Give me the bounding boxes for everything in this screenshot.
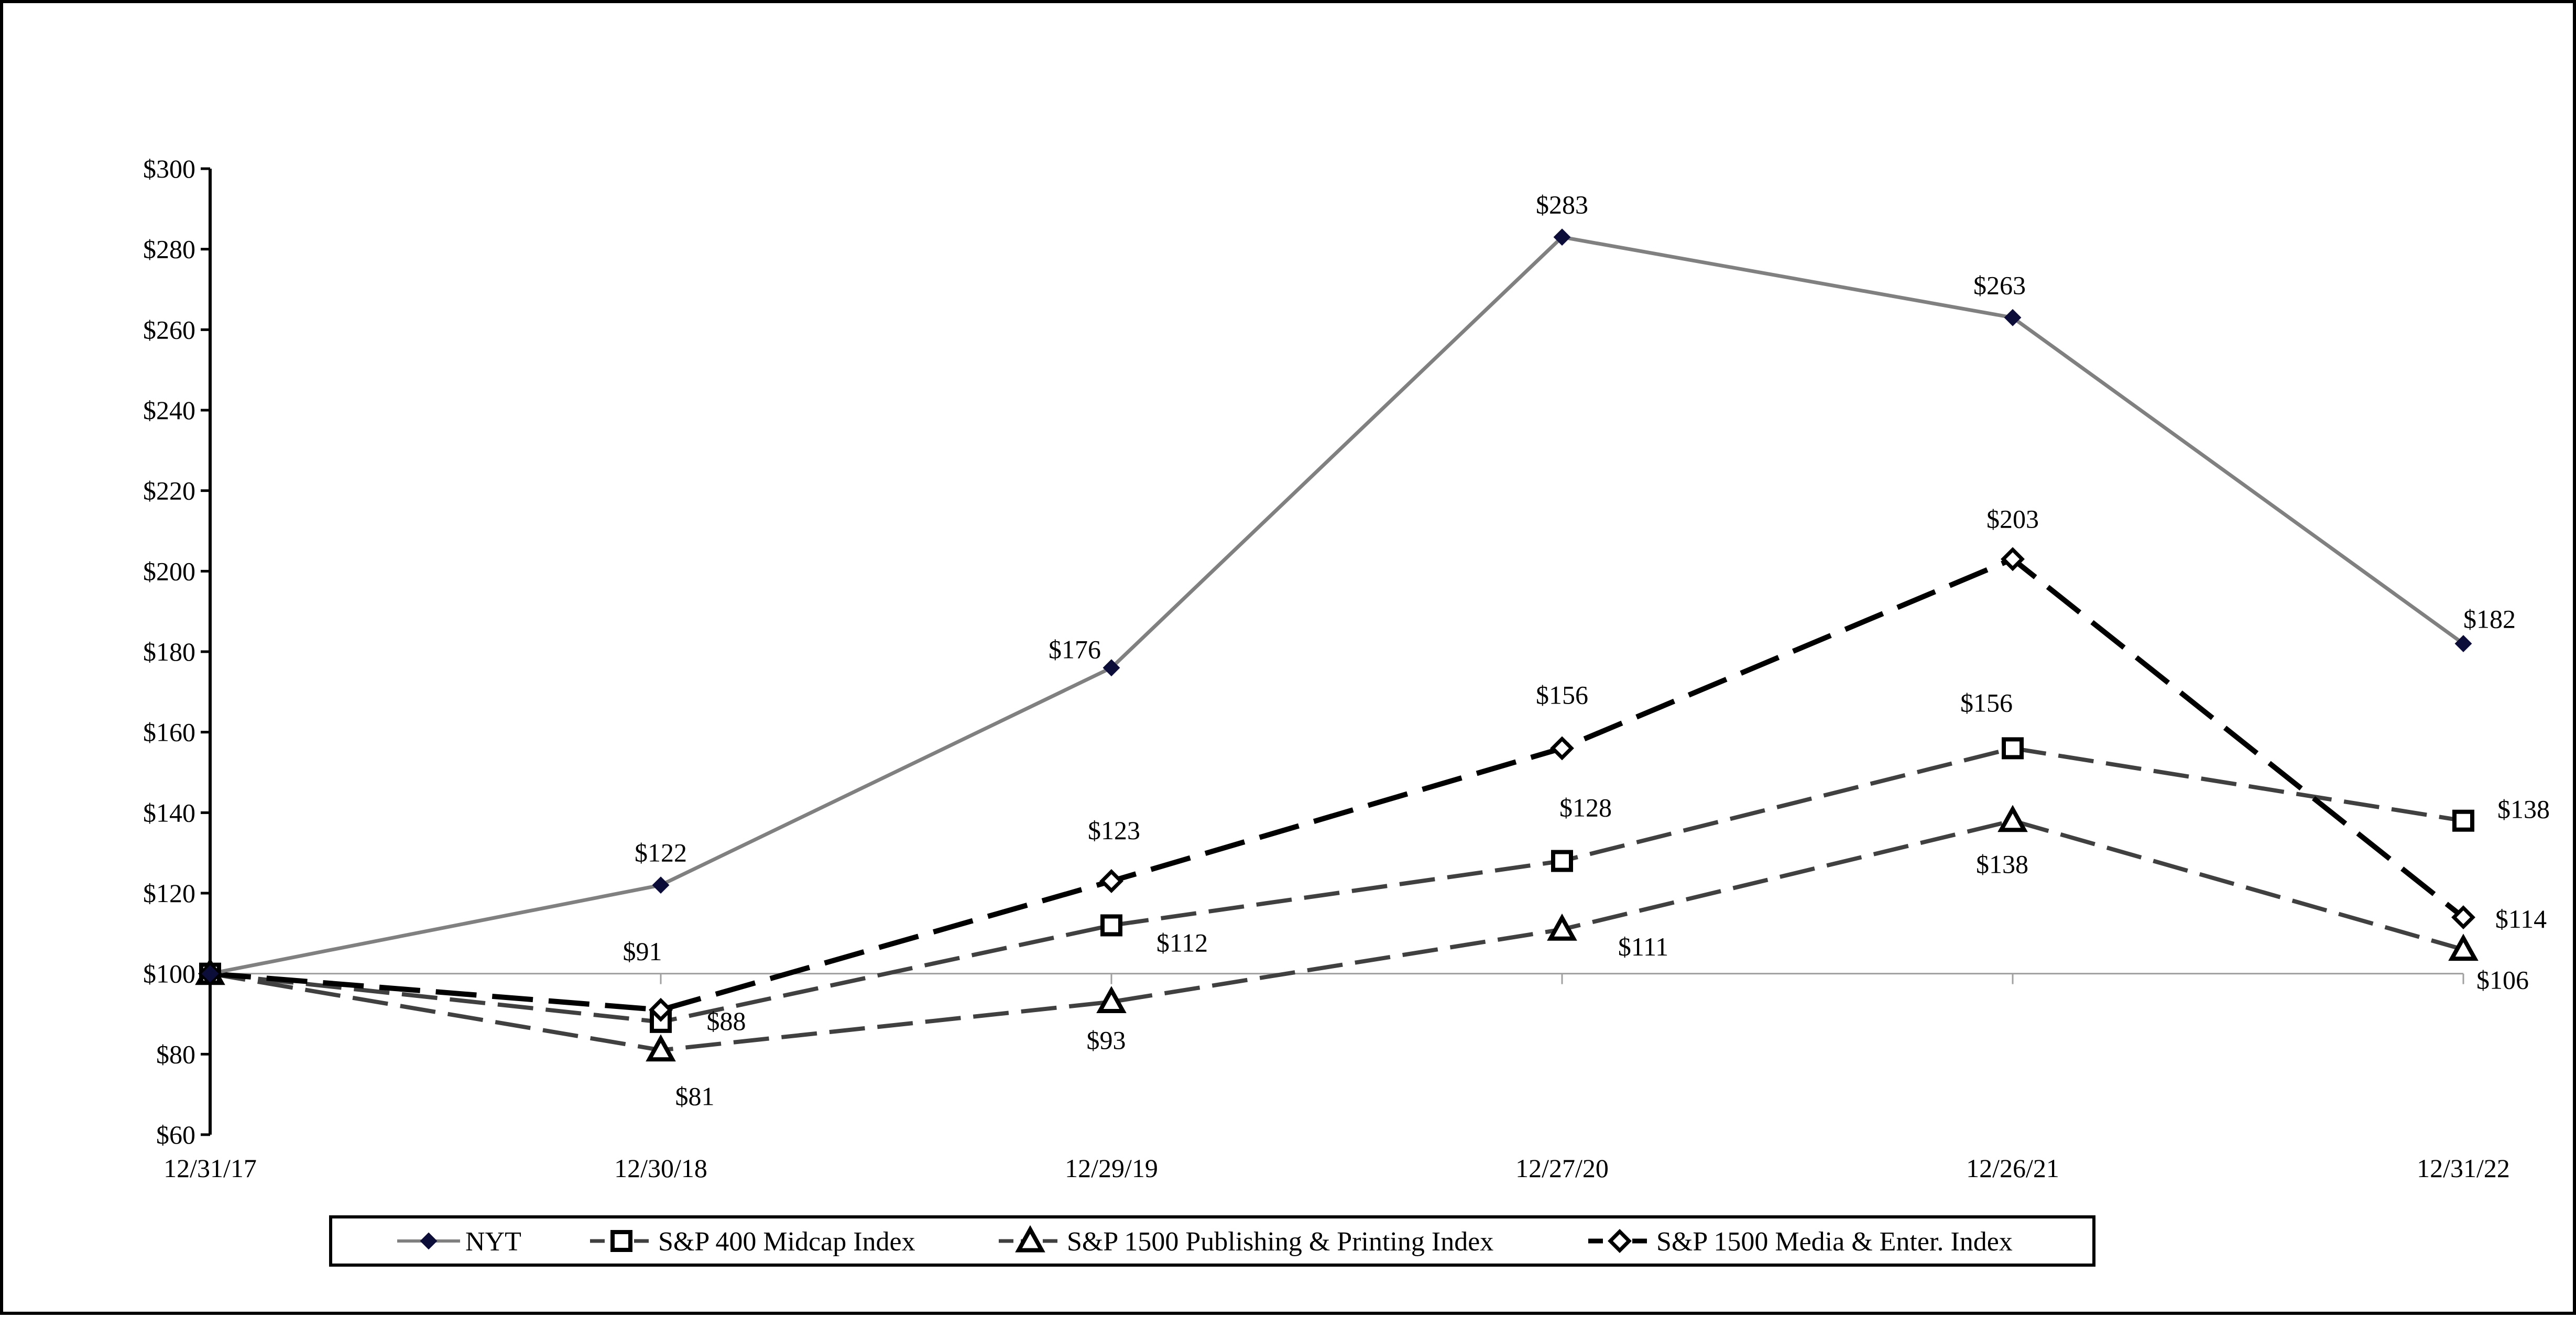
data-point-0 bbox=[2454, 635, 2472, 653]
y-tick-label: $60 bbox=[156, 1120, 195, 1149]
data-label: $283 bbox=[1536, 190, 1588, 219]
data-point-3 bbox=[1099, 869, 1123, 893]
x-tick-label: 12/30/18 bbox=[614, 1154, 707, 1183]
y-tick-label: $180 bbox=[143, 637, 195, 666]
data-point-2 bbox=[2448, 933, 2479, 961]
legend-swatch-marker bbox=[1015, 1225, 1045, 1253]
data-point-2 bbox=[646, 1034, 676, 1062]
data-point-0 bbox=[1103, 659, 1120, 677]
data-label: $106 bbox=[2476, 965, 2529, 995]
data-label: $123 bbox=[1088, 816, 1140, 845]
data-label: $88 bbox=[707, 1006, 746, 1036]
series-line-1 bbox=[210, 746, 2464, 1024]
data-label: $122 bbox=[635, 838, 687, 867]
series-line-0 bbox=[210, 235, 2465, 976]
data-point-0 bbox=[652, 876, 670, 894]
legend-box bbox=[329, 1215, 2095, 1267]
y-tick-label: $300 bbox=[143, 154, 195, 183]
y-tick-label: $100 bbox=[143, 959, 195, 989]
y-tick-label: $140 bbox=[143, 798, 195, 827]
y-tick-label: $160 bbox=[143, 718, 195, 747]
data-point-0 bbox=[1553, 228, 1571, 246]
data-label: $156 bbox=[1960, 688, 2013, 717]
data-label: $112 bbox=[1156, 928, 1208, 957]
legend-entry: S&P 400 Midcap Index bbox=[658, 1227, 915, 1257]
data-point-3 bbox=[2451, 905, 2475, 930]
data-label: $81 bbox=[675, 1082, 715, 1111]
data-label: $138 bbox=[1976, 850, 2028, 879]
legend-entry: S&P 1500 Publishing & Printing Index bbox=[1067, 1227, 1493, 1257]
legend-swatch-marker bbox=[610, 1230, 632, 1252]
x-tick-label: 12/29/19 bbox=[1065, 1154, 1158, 1183]
data-label: $263 bbox=[1973, 270, 2026, 300]
legend-entry: NYT bbox=[465, 1227, 521, 1257]
data-point-1 bbox=[2002, 737, 2024, 760]
data-point-1 bbox=[2452, 809, 2474, 832]
y-tick-label: $260 bbox=[143, 315, 195, 344]
legend-swatch-marker bbox=[1608, 1229, 1632, 1253]
data-label: $176 bbox=[1049, 635, 1101, 664]
data-point-3 bbox=[649, 997, 673, 1022]
data-label: $203 bbox=[1986, 504, 2039, 533]
legend-swatch-marker bbox=[420, 1232, 438, 1250]
data-point-3 bbox=[2001, 547, 2025, 572]
data-label: $111 bbox=[1618, 932, 1668, 961]
data-label: $93 bbox=[1087, 1025, 1126, 1055]
data-point-1 bbox=[1100, 914, 1122, 937]
data-point-3 bbox=[1550, 736, 1574, 761]
data-point-2 bbox=[1096, 986, 1127, 1014]
data-label: $91 bbox=[623, 937, 662, 966]
y-tick-label: $80 bbox=[156, 1039, 195, 1069]
data-label: $114 bbox=[2495, 904, 2547, 933]
series-line-3 bbox=[210, 556, 2465, 1013]
data-point-1 bbox=[1551, 850, 1573, 872]
data-point-2 bbox=[1547, 913, 1577, 941]
x-tick-label: 12/31/22 bbox=[2417, 1154, 2510, 1183]
data-label: $128 bbox=[1559, 793, 1612, 822]
data-point-0 bbox=[201, 965, 219, 983]
legend-entry: S&P 1500 Media & Enter. Index bbox=[1656, 1227, 2013, 1257]
line-chart: $60 $80 $100 $120 $140 $160 $180 $200 $220 $240 $2… bbox=[143, 154, 2550, 1267]
y-tick-label: $220 bbox=[143, 476, 195, 506]
x-tick-label: 12/27/20 bbox=[1515, 1154, 1609, 1183]
series-line-2 bbox=[210, 818, 2464, 1052]
x-tick-label: 12/31/17 bbox=[163, 1154, 257, 1183]
x-tick-label: 12/26/21 bbox=[1966, 1154, 2059, 1183]
y-tick-label: $280 bbox=[143, 235, 195, 264]
y-tick-label: $200 bbox=[143, 556, 195, 586]
y-tick-label: $120 bbox=[143, 878, 195, 908]
data-point-2 bbox=[1998, 805, 2028, 832]
data-label: $138 bbox=[2497, 795, 2550, 824]
data-label: $182 bbox=[2463, 605, 2516, 634]
data-label: $156 bbox=[1536, 680, 1588, 709]
y-tick-label: $240 bbox=[143, 396, 195, 425]
data-point-0 bbox=[2004, 309, 2022, 326]
